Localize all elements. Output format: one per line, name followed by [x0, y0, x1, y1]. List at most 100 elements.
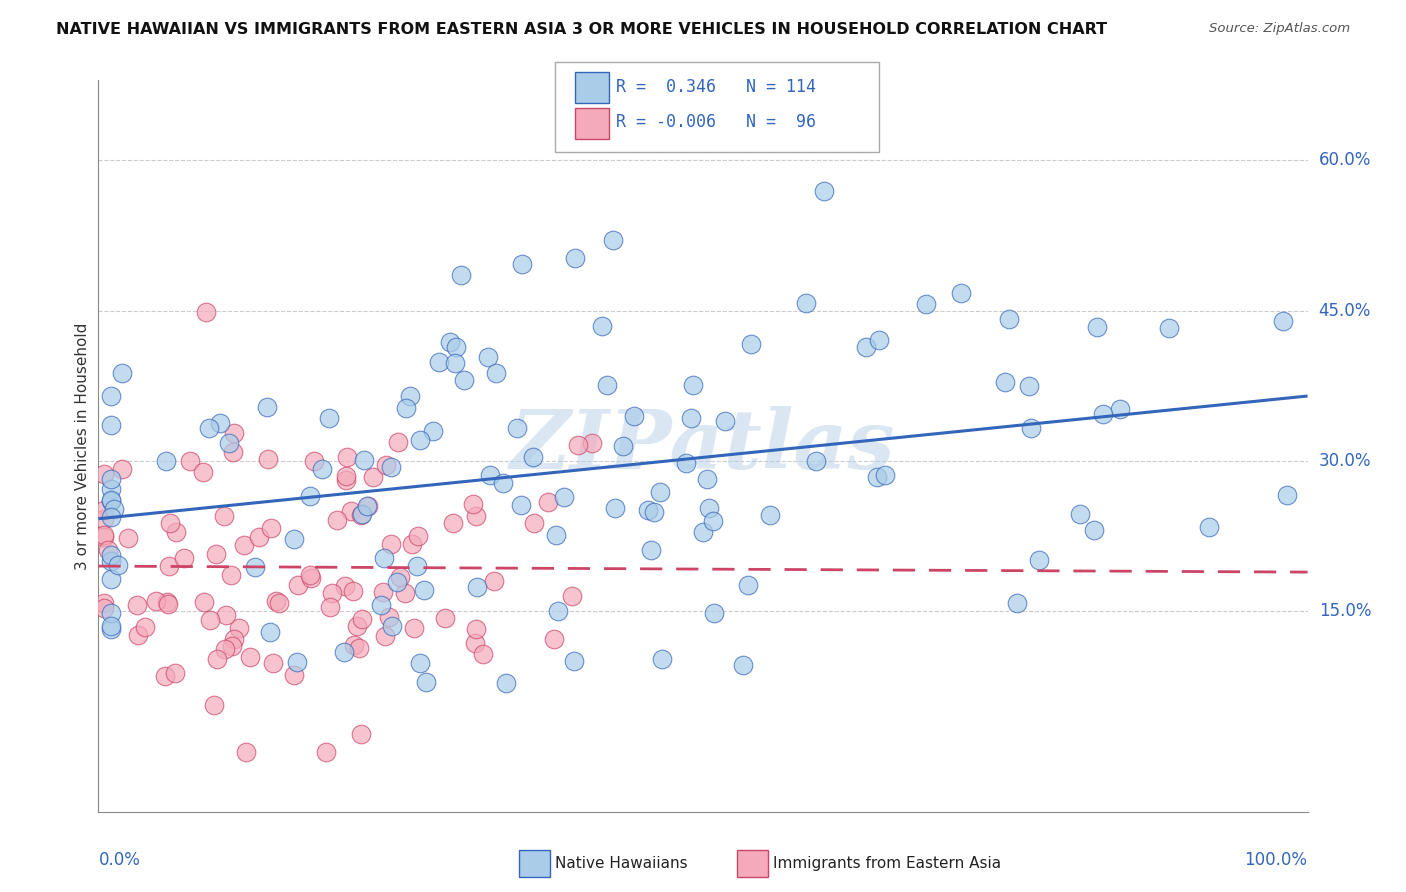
Point	[682, 377, 704, 392]
Point	[692, 524, 714, 539]
Text: Immigrants from Eastern Asia: Immigrants from Eastern Asia	[773, 856, 1001, 871]
Point	[125, 599, 148, 613]
Point	[873, 467, 896, 482]
Point	[100, 623, 122, 637]
Point	[156, 595, 179, 609]
Point	[298, 489, 321, 503]
Point	[405, 558, 427, 573]
Point	[243, 560, 266, 574]
Point	[193, 595, 215, 609]
Point	[259, 625, 281, 640]
Point	[145, 593, 167, 607]
Point	[214, 642, 236, 657]
Text: 30.0%: 30.0%	[1319, 452, 1371, 470]
Point	[100, 483, 122, 497]
Point	[564, 251, 586, 265]
Point	[262, 657, 284, 671]
Point	[350, 508, 373, 522]
Point	[648, 485, 671, 500]
Point	[219, 568, 242, 582]
Point	[413, 583, 436, 598]
Point	[637, 503, 659, 517]
Point	[394, 586, 416, 600]
Point	[222, 632, 245, 647]
Point	[350, 508, 373, 522]
Point	[371, 585, 394, 599]
Point	[287, 655, 309, 669]
Point	[495, 676, 517, 690]
Point	[224, 425, 246, 440]
Text: NATIVE HAWAIIAN VS IMMIGRANTS FROM EASTERN ASIA 3 OR MORE VEHICLES IN HOUSEHOLD : NATIVE HAWAIIAN VS IMMIGRANTS FROM EASTE…	[56, 22, 1108, 37]
Point	[1157, 320, 1180, 334]
Point	[209, 416, 232, 430]
Point	[439, 334, 461, 349]
Point	[651, 652, 673, 666]
Point	[464, 508, 486, 523]
Point	[441, 516, 464, 530]
Point	[247, 530, 270, 544]
Point	[374, 629, 396, 643]
Point	[643, 505, 665, 519]
Point	[318, 410, 340, 425]
Point	[100, 509, 122, 524]
Point	[759, 508, 782, 522]
Point	[93, 511, 115, 525]
Point	[165, 666, 187, 681]
Point	[335, 473, 357, 487]
Point	[866, 470, 889, 484]
Text: Native Hawaiians: Native Hawaiians	[555, 856, 688, 871]
Point	[215, 608, 238, 623]
Point	[453, 373, 475, 387]
Point	[997, 311, 1019, 326]
Point	[422, 424, 444, 438]
Point	[522, 450, 544, 465]
Point	[342, 583, 364, 598]
Point	[356, 499, 378, 513]
Point	[537, 495, 560, 509]
Point	[257, 452, 280, 467]
Point	[111, 366, 134, 380]
Point	[389, 570, 412, 584]
Point	[374, 458, 396, 472]
Point	[350, 612, 373, 626]
Point	[264, 593, 287, 607]
Point	[218, 436, 240, 450]
Point	[353, 452, 375, 467]
Point	[433, 611, 456, 625]
Point	[315, 745, 337, 759]
Point	[93, 527, 115, 541]
Point	[283, 532, 305, 546]
Point	[127, 628, 149, 642]
Point	[100, 619, 122, 633]
Point	[596, 377, 619, 392]
Point	[357, 500, 380, 514]
Point	[714, 414, 737, 428]
Point	[370, 598, 392, 612]
Point	[343, 638, 366, 652]
Point	[402, 621, 425, 635]
Point	[510, 257, 533, 271]
Point	[623, 409, 645, 424]
Text: R = -0.006   N =  96: R = -0.006 N = 96	[616, 113, 815, 131]
Point	[737, 578, 759, 592]
Point	[361, 469, 384, 483]
Point	[415, 674, 437, 689]
Text: Source: ZipAtlas.com: Source: ZipAtlas.com	[1209, 22, 1350, 36]
Point	[205, 547, 228, 561]
Point	[994, 375, 1017, 389]
Point	[93, 467, 115, 481]
Point	[239, 649, 262, 664]
Point	[1019, 420, 1042, 434]
Point	[191, 465, 214, 479]
Point	[283, 668, 305, 682]
Point	[233, 539, 256, 553]
Point	[335, 579, 357, 593]
Point	[547, 604, 569, 618]
Point	[93, 596, 115, 610]
Point	[100, 472, 122, 486]
Point	[198, 420, 221, 434]
Point	[157, 558, 180, 573]
Point	[349, 640, 371, 655]
Point	[399, 389, 422, 403]
Point	[740, 337, 762, 351]
